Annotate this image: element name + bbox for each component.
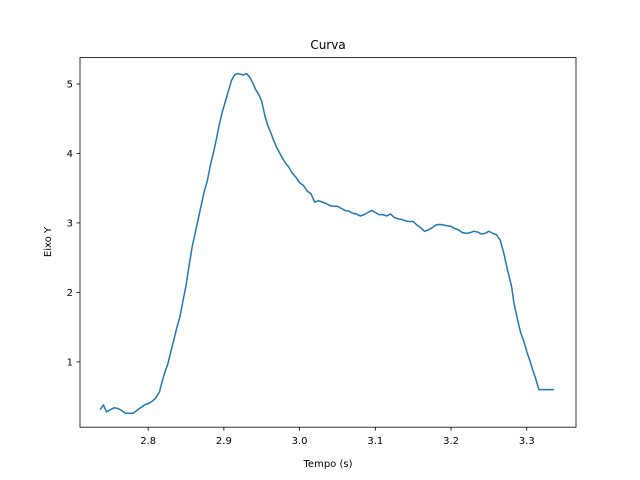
plot-area <box>99 72 555 415</box>
chart-title: Curva <box>310 38 345 52</box>
x-tick-label: 3.1 <box>367 436 383 447</box>
y-tick-label: 4 <box>67 149 73 160</box>
y-axis-label: Eixo Y <box>43 226 54 257</box>
x-tick-label: 2.9 <box>216 436 232 447</box>
y-axis-ticks: 1 2 3 4 5 <box>67 80 80 368</box>
y-tick-label: 2 <box>67 288 73 299</box>
x-tick-label: 2.8 <box>140 436 156 447</box>
y-tick-label: 3 <box>67 218 73 229</box>
x-tick-label: 3.0 <box>292 436 308 447</box>
x-axis-ticks: 2.8 2.9 3.0 3.1 3.2 3.3 <box>140 427 535 447</box>
series-line-0 <box>99 72 555 415</box>
y-tick-label: 1 <box>67 357 73 368</box>
x-tick-label: 3.2 <box>443 436 459 447</box>
axes-frame <box>79 57 577 428</box>
x-axis-label: Tempo (s) <box>303 459 353 470</box>
x-tick-label: 3.3 <box>519 436 535 447</box>
y-tick-label: 5 <box>67 80 73 91</box>
